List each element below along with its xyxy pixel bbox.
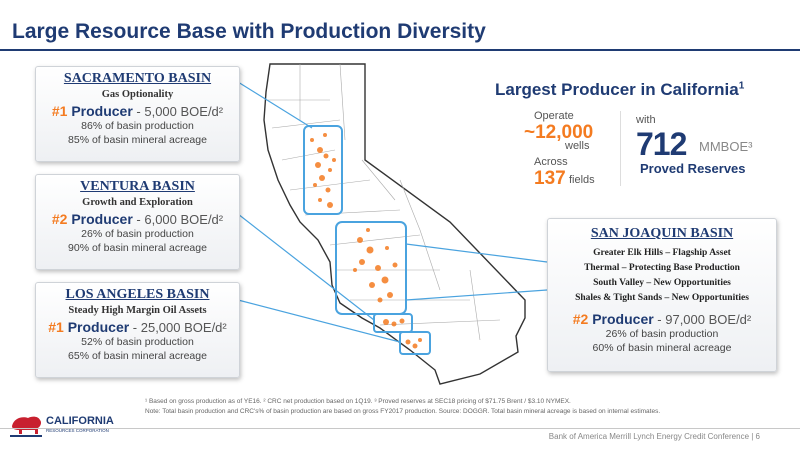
proved-reserves-label: Proved Reserves (640, 161, 746, 176)
bear-logo-icon: CALIFORNIA RESOURCES CORPORATION (10, 415, 114, 437)
largest-producer-heading: Largest Producer in California1 (495, 80, 744, 100)
sacramento-production: #1 Producer - 5,000 BOE/d² (36, 103, 239, 119)
san-joaquin-line-2: Thermal – Protecting Base Production (584, 263, 740, 273)
san-joaquin-production-value: - 97,000 BOE/d² (653, 312, 752, 327)
san-joaquin-line-1: Greater Elk Hills – Flagship Asset (593, 248, 731, 258)
sacramento-subtitle: Gas Optionality (101, 89, 174, 100)
page-title: Large Resource Base with Production Dive… (12, 20, 486, 43)
los-angeles-title: LOS ANGELES BASIN (65, 287, 210, 302)
san-joaquin-title: SAN JOAQUIN BASIN (590, 226, 734, 241)
san-joaquin-highlight (335, 221, 407, 315)
across-label: Across (534, 156, 568, 168)
ventura-highlight (373, 313, 413, 333)
logo-name: CALIFORNIA (46, 415, 114, 427)
ventura-title: VENTURA BASIN (80, 179, 195, 194)
footnote-line-2: Note: Total basin production and CRC's% … (145, 408, 661, 415)
operate-label: Operate (534, 110, 574, 122)
san-joaquin-producer-label: Producer (592, 311, 654, 327)
sacramento-producer-label: Producer (71, 103, 133, 119)
sacramento-stat-acreage: 85% of basin mineral acreage (68, 134, 207, 146)
ventura-producer-label: Producer (71, 211, 133, 227)
san-joaquin-stat-acreage: 60% of basin mineral acreage (592, 342, 732, 354)
sacramento-rank: #1 (51, 103, 68, 119)
fields-value: 137 (534, 168, 566, 189)
kpi-divider (620, 111, 621, 186)
sacramento-production-value: - 5,000 BOE/d² (132, 104, 224, 119)
with-label: with (636, 114, 656, 126)
largest-producer-heading-text: Largest Producer in California (495, 80, 739, 99)
logo-sub: RESOURCES CORPORATION (46, 428, 109, 433)
los-angeles-producer-label: Producer (67, 319, 130, 335)
connector-lines (237, 81, 548, 343)
ventura-production: #2 Producer - 6,000 BOE/d² (36, 211, 239, 227)
ventura-rank: #2 (51, 211, 68, 227)
wells-label: wells (565, 140, 590, 152)
company-logo: CALIFORNIA RESOURCES CORPORATION (8, 404, 128, 444)
san-joaquin-rank: #2 (572, 311, 589, 327)
reserves-value: 712 (636, 126, 687, 162)
ventura-subtitle: Growth and Exploration (82, 197, 193, 208)
ventura-production-value: - 6,000 BOE/d² (132, 212, 224, 227)
sacramento-basin-card: SACRAMENTO BASIN Gas Optionality #1 Prod… (35, 66, 240, 162)
los-angeles-production-value: - 25,000 BOE/d² (129, 320, 227, 335)
wells-value: ~12,000 (524, 122, 594, 143)
ventura-basin-card: VENTURA BASIN Growth and Exploration #2 … (35, 174, 240, 270)
los-angeles-stat-acreage: 65% of basin mineral acreage (68, 350, 207, 362)
los-angeles-subtitle: Steady High Margin Oil Assets (68, 305, 207, 316)
los-angeles-basin-card: LOS ANGELES BASIN Steady High Margin Oil… (35, 282, 240, 378)
los-angeles-rank: #1 (48, 319, 64, 335)
san-joaquin-stat-production: 26% of basin production (605, 328, 719, 340)
ventura-stat-acreage: 90% of basin mineral acreage (68, 242, 207, 254)
san-joaquin-line-4: Shales & Tight Sands – New Opportunities (575, 293, 749, 303)
reserves-unit: MMBOE³ (699, 139, 753, 154)
footnote-line-1: ¹ Based on gross production as of YE16. … (145, 398, 571, 405)
footer-divider (0, 428, 800, 429)
fields-label: fields (569, 174, 595, 186)
sacramento-title: SACRAMENTO BASIN (63, 71, 212, 86)
sacramento-stat-production: 86% of basin production (81, 120, 194, 132)
los-angeles-stat-production: 52% of basin production (81, 336, 194, 348)
page-footer: Bank of America Merrill Lynch Energy Cre… (548, 432, 760, 441)
california-outline (263, 63, 526, 385)
san-joaquin-basin-card: SAN JOAQUIN BASIN Greater Elk Hills – Fl… (547, 218, 777, 372)
san-joaquin-production: #2 Producer - 97,000 BOE/d² (548, 311, 776, 327)
los-angeles-production: #1 Producer - 25,000 BOE/d² (36, 319, 239, 335)
title-divider (0, 49, 800, 51)
field-clusters (310, 133, 422, 349)
los-angeles-highlight (399, 331, 431, 355)
ventura-stat-production: 26% of basin production (81, 228, 194, 240)
basin-highlights (303, 125, 431, 355)
largest-producer-footnote-ref: 1 (738, 80, 745, 92)
sacramento-highlight (303, 125, 343, 215)
san-joaquin-line-3: South Valley – New Opportunities (593, 278, 731, 288)
